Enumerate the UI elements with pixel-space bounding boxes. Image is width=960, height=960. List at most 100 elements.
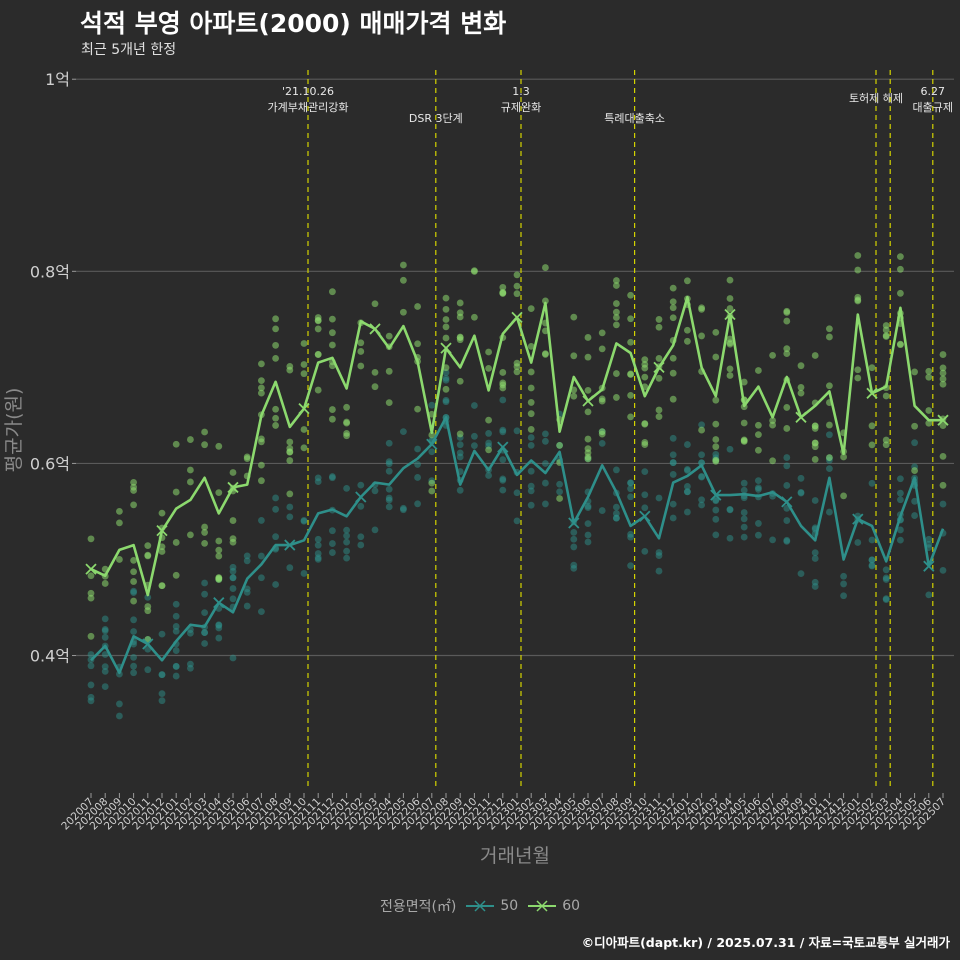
transaction-point-50 <box>314 555 322 563</box>
transaction-point-60 <box>187 478 194 486</box>
transaction-point-60 <box>797 362 805 370</box>
average-marker-50 <box>355 491 367 503</box>
transaction-point-50 <box>684 441 691 448</box>
transaction-point-60 <box>87 589 95 597</box>
transaction-point-60 <box>726 372 734 379</box>
transaction-point-50 <box>215 634 223 642</box>
transaction-point-60 <box>272 354 279 362</box>
transaction-point-60 <box>939 375 947 383</box>
transaction-point-60 <box>471 313 478 321</box>
transaction-point-50 <box>357 502 365 510</box>
transaction-point-50 <box>87 651 95 658</box>
transaction-point-60 <box>414 303 421 310</box>
transaction-point-60 <box>172 571 180 579</box>
transaction-point-60 <box>357 362 365 370</box>
transaction-point-50 <box>144 666 152 674</box>
transaction-point-50 <box>755 477 762 485</box>
transaction-point-60 <box>329 329 336 337</box>
transaction-point-50 <box>442 376 450 384</box>
transaction-point-60 <box>826 325 833 333</box>
average-marker-60 <box>85 563 97 575</box>
y-tick-label: 0.4억 <box>30 647 70 666</box>
transaction-point-50 <box>414 461 421 468</box>
transaction-point-50 <box>229 585 237 592</box>
transaction-point-60 <box>897 289 904 297</box>
transaction-point-60 <box>570 313 578 321</box>
transaction-point-50 <box>172 600 180 608</box>
transaction-point-50 <box>769 536 776 544</box>
transaction-point-50 <box>840 592 847 600</box>
transaction-point-50 <box>314 535 322 543</box>
average-marker-50 <box>142 638 154 650</box>
transaction-point-60 <box>556 495 563 502</box>
transaction-point-50 <box>613 514 620 522</box>
transaction-point-50 <box>726 506 734 514</box>
transaction-point-60 <box>130 501 138 509</box>
transaction-point-60 <box>669 369 677 377</box>
transaction-point-50 <box>712 531 720 539</box>
transaction-point-50 <box>101 667 109 675</box>
transaction-point-60 <box>854 374 862 382</box>
grid-layer <box>76 78 954 657</box>
transaction-point-60 <box>897 341 904 349</box>
transaction-point-60 <box>485 416 492 424</box>
transaction-point-60 <box>811 425 819 432</box>
transaction-point-50 <box>172 623 180 630</box>
transaction-point-50 <box>130 628 138 635</box>
transaction-point-50 <box>584 531 592 539</box>
transaction-point-50 <box>456 441 464 449</box>
transaction-point-60 <box>215 552 223 560</box>
transaction-point-50 <box>371 487 379 495</box>
transaction-point-50 <box>485 472 492 479</box>
marker-stroke <box>795 411 807 423</box>
transaction-point-50 <box>272 581 279 588</box>
transaction-point-60 <box>826 382 833 390</box>
transaction-point-50 <box>499 486 507 494</box>
transaction-point-60 <box>726 305 734 312</box>
transaction-point-60 <box>939 452 947 460</box>
transaction-point-60 <box>584 386 592 394</box>
transaction-point-50 <box>542 437 549 445</box>
event-label: DSR 3단계 <box>409 112 463 125</box>
transaction-point-60 <box>258 377 265 385</box>
y-tick-label: 0.8억 <box>30 262 70 281</box>
transaction-point-60 <box>797 384 805 391</box>
transaction-point-60 <box>456 299 464 307</box>
transaction-point-50 <box>300 517 308 525</box>
transaction-point-50 <box>712 497 720 505</box>
transaction-point-50 <box>371 526 379 534</box>
transaction-point-60 <box>897 265 904 273</box>
transaction-point-60 <box>201 529 209 536</box>
transaction-point-60 <box>456 430 464 438</box>
transaction-point-60 <box>513 363 521 371</box>
transaction-point-50 <box>755 531 762 539</box>
transaction-point-50 <box>641 468 649 476</box>
source-caption: ©디아파트(dapt.kr) / 2025.07.31 / 자료=국토교통부 실… <box>581 935 950 950</box>
transaction-point-60 <box>314 386 322 394</box>
transaction-point-50 <box>414 500 421 508</box>
average-marker-60 <box>298 403 310 415</box>
transaction-point-50 <box>570 561 578 569</box>
transaction-point-50 <box>343 526 350 534</box>
transaction-point-50 <box>243 552 251 560</box>
chart-title: 석적 부영 아파트(2000) 매매가격 변화 <box>80 9 507 38</box>
transaction-point-50 <box>669 451 677 459</box>
transaction-point-50 <box>598 507 606 514</box>
transaction-point-60 <box>116 507 123 515</box>
transaction-point-50 <box>669 459 677 466</box>
transaction-point-60 <box>726 340 734 348</box>
transaction-point-60 <box>442 385 450 393</box>
transaction-point-60 <box>783 425 791 432</box>
transaction-point-60 <box>144 607 152 615</box>
average-marker-50 <box>639 510 651 522</box>
transaction-point-60 <box>698 332 705 340</box>
transaction-point-50 <box>385 494 393 502</box>
transaction-point-50 <box>897 536 904 544</box>
legend-label-60: 60 <box>562 898 581 914</box>
transaction-point-50 <box>868 479 876 487</box>
transaction-point-50 <box>925 591 933 599</box>
transaction-point-50 <box>740 509 748 516</box>
marker-stroke <box>142 638 154 650</box>
